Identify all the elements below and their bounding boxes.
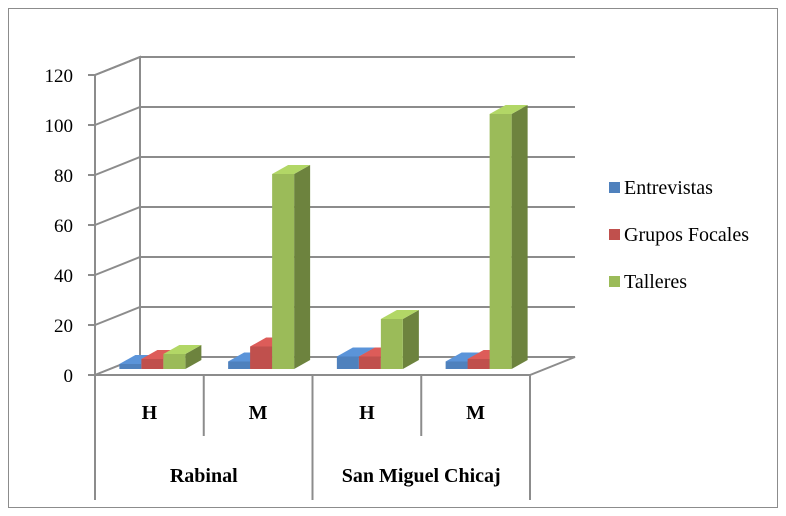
bar-front bbox=[489, 114, 512, 369]
gridline bbox=[94, 156, 575, 176]
y-tick-label: 40 bbox=[54, 266, 73, 287]
bar-side bbox=[402, 310, 419, 369]
y-tick-label: 0 bbox=[64, 366, 74, 387]
x-group-label: San Miguel Chicaj bbox=[342, 465, 501, 487]
legend-swatch bbox=[609, 229, 620, 240]
y-axis-ticks: 0 20 40 60 80 100 120 bbox=[45, 66, 95, 387]
bar-top bbox=[380, 310, 419, 319]
bar-top bbox=[445, 352, 484, 362]
gridlines bbox=[94, 56, 575, 326]
bar-top bbox=[336, 347, 375, 357]
legend-label: Entrevistas bbox=[624, 177, 713, 199]
bar-front bbox=[250, 346, 273, 369]
gridline bbox=[94, 256, 575, 276]
y-tick-label: 20 bbox=[54, 316, 73, 337]
legend-label: Talleres bbox=[624, 271, 687, 293]
bar-talleres bbox=[380, 310, 419, 369]
bar-front bbox=[163, 354, 186, 369]
x-category-label: M bbox=[249, 402, 268, 424]
y-tick-label: 60 bbox=[54, 216, 73, 237]
bar-talleres bbox=[489, 105, 528, 369]
bar-front bbox=[358, 356, 381, 369]
x-category-label: H bbox=[359, 402, 375, 424]
bar-front bbox=[272, 174, 295, 369]
bar-front bbox=[141, 359, 164, 369]
bar-top bbox=[163, 345, 202, 354]
y-tick-label: 100 bbox=[45, 116, 74, 137]
gridline bbox=[94, 206, 575, 226]
bar-front bbox=[380, 319, 403, 369]
bar-top bbox=[489, 105, 528, 114]
bar-front bbox=[228, 361, 251, 369]
legend: Entrevistas Grupos Focales Talleres bbox=[609, 177, 749, 293]
x-group-label: Rabinal bbox=[170, 465, 238, 487]
bar-front bbox=[467, 359, 490, 369]
y-tick-label: 120 bbox=[45, 66, 74, 87]
x-axis: H M H M Rabinal San Miguel Chicaj bbox=[94, 375, 531, 500]
gridline bbox=[94, 106, 575, 126]
bar-front bbox=[445, 361, 468, 369]
x-category-label: M bbox=[466, 402, 485, 424]
legend-label: Grupos Focales bbox=[624, 224, 749, 246]
x-category-label: H bbox=[142, 402, 158, 424]
bars bbox=[119, 105, 528, 369]
y-tick-label: 80 bbox=[54, 166, 73, 187]
gridline bbox=[94, 306, 575, 326]
bar-side bbox=[511, 105, 528, 369]
bar-top bbox=[272, 165, 311, 174]
gridline bbox=[94, 56, 575, 76]
legend-swatch bbox=[609, 276, 620, 287]
bar-talleres bbox=[163, 345, 202, 369]
bar-front bbox=[336, 356, 359, 369]
bar-front bbox=[119, 364, 142, 369]
bar-talleres bbox=[272, 165, 311, 369]
bar-side bbox=[185, 345, 202, 369]
legend-swatch bbox=[609, 182, 620, 193]
bar-side bbox=[294, 165, 311, 369]
